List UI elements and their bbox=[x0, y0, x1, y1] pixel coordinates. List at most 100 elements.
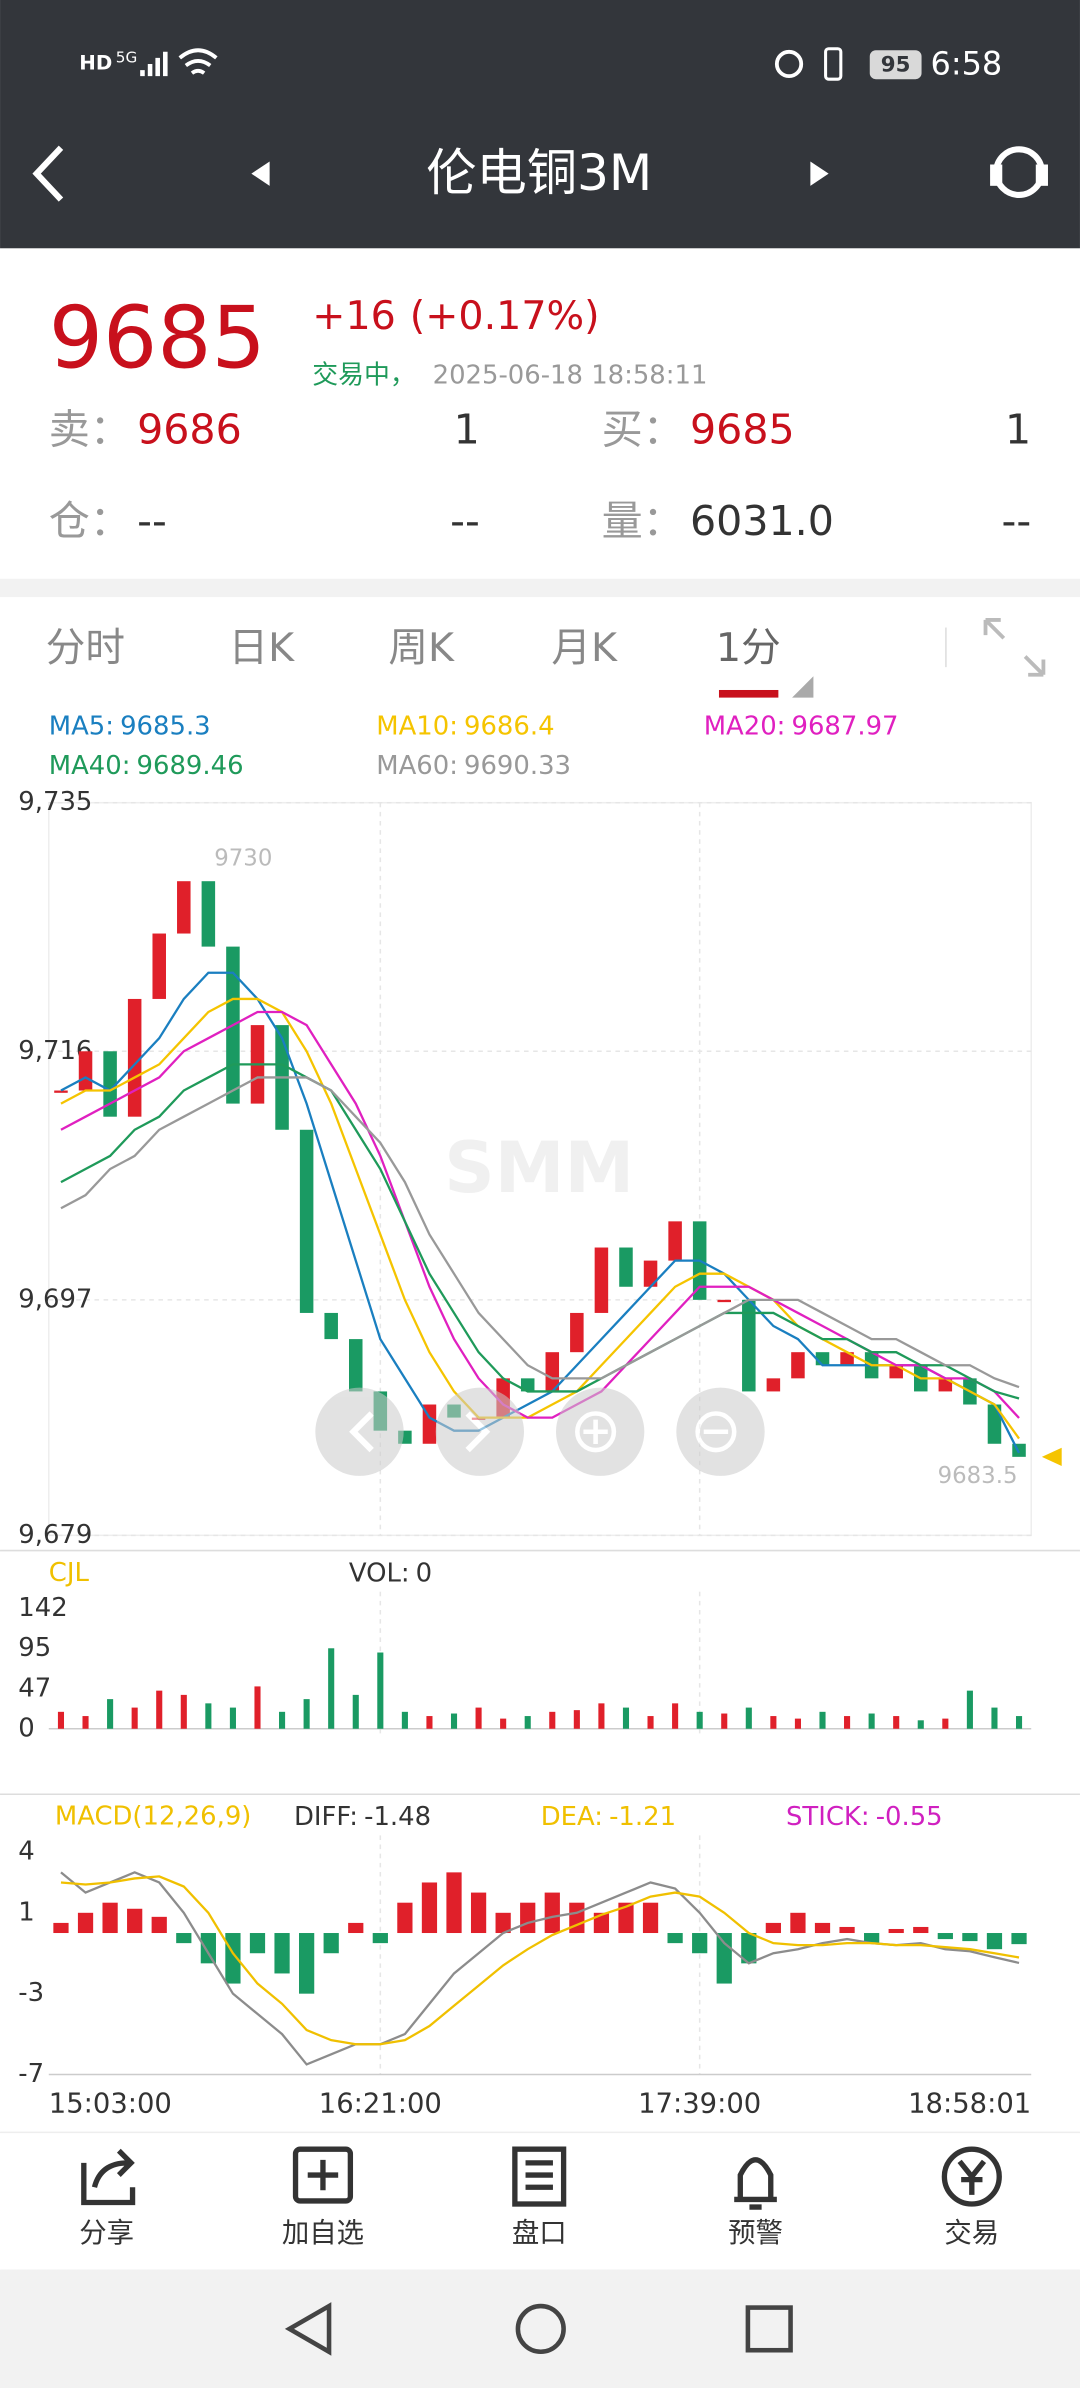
sys-back[interactable] bbox=[284, 2302, 332, 2356]
tab[interactable]: 月K bbox=[551, 625, 618, 671]
ma-name: MA60: bbox=[376, 751, 458, 781]
macd-stick bbox=[200, 1933, 216, 1964]
tab[interactable]: 日K bbox=[229, 625, 296, 671]
volume-bar bbox=[745, 1707, 752, 1729]
y-tick-label: 9,735 bbox=[18, 787, 92, 817]
volume-bar bbox=[82, 1716, 89, 1729]
macd-stick bbox=[176, 1933, 192, 1944]
wifi-icon bbox=[178, 48, 218, 75]
quote-label: 量： bbox=[602, 497, 684, 545]
lens bbox=[695, 1411, 737, 1453]
quote-value: -- bbox=[450, 497, 480, 545]
separator bbox=[0, 578, 1080, 598]
macd-stick bbox=[814, 1922, 831, 1934]
candle bbox=[299, 1129, 314, 1313]
service-button[interactable] bbox=[990, 146, 1048, 199]
y-tick-label: 4 bbox=[18, 1837, 34, 1867]
macd-name: DEA: bbox=[541, 1802, 603, 1832]
macd-stick bbox=[642, 1902, 659, 1934]
add-icon bbox=[292, 2146, 354, 2204]
scroll-left[interactable] bbox=[315, 1387, 404, 1476]
macd-stick bbox=[937, 1933, 953, 1940]
volume-bar bbox=[131, 1707, 138, 1729]
macd-stick bbox=[77, 1912, 94, 1934]
candle bbox=[594, 1247, 609, 1313]
trade-status: 交易中， bbox=[312, 361, 416, 391]
nav-label[interactable]: 盘口 bbox=[512, 2218, 567, 2249]
macd-name: STICK: bbox=[786, 1802, 870, 1832]
nav-label[interactable]: 分享 bbox=[79, 2218, 134, 2249]
ma-legend: MA5: 9685.3 bbox=[49, 711, 211, 741]
nav-label[interactable]: 交易 bbox=[944, 2218, 999, 2249]
tab[interactable]: 1分 bbox=[716, 625, 781, 671]
candle bbox=[103, 1051, 117, 1117]
macd-stick bbox=[53, 1922, 69, 1934]
volume-bar bbox=[893, 1716, 900, 1729]
volume-bar bbox=[352, 1694, 359, 1729]
plot-frame bbox=[48, 801, 1032, 1537]
next-button[interactable] bbox=[810, 161, 829, 186]
macd-stick bbox=[667, 1933, 683, 1944]
prev-button[interactable] bbox=[251, 161, 270, 186]
vol-label: VOL: bbox=[349, 1558, 410, 1588]
nav-label[interactable]: 预警 bbox=[728, 2218, 783, 2249]
candle bbox=[668, 1221, 682, 1261]
quote-value: -- bbox=[137, 497, 167, 545]
nav-label[interactable]: 加自选 bbox=[282, 2218, 364, 2249]
macd-legend: DEA: -1.21 bbox=[541, 1802, 676, 1832]
macd-stick bbox=[618, 1902, 634, 1934]
volume-bar bbox=[1015, 1716, 1023, 1729]
tab-dropdown[interactable] bbox=[792, 676, 814, 698]
back-button[interactable] bbox=[32, 145, 64, 202]
volume-bar bbox=[647, 1716, 654, 1729]
volume-bar bbox=[966, 1690, 973, 1729]
candle bbox=[152, 933, 166, 999]
volume-bar bbox=[696, 1711, 703, 1729]
macd-stick bbox=[741, 1933, 757, 1964]
tab[interactable]: 周K bbox=[388, 625, 455, 671]
volume-bar bbox=[500, 1718, 507, 1729]
tab[interactable]: 分时 bbox=[46, 625, 125, 671]
quote-value: 1 bbox=[1005, 406, 1031, 454]
macd-value: -1.21 bbox=[609, 1802, 676, 1832]
macd-stick bbox=[569, 1902, 585, 1934]
macd-stick bbox=[962, 1933, 978, 1942]
volume-bar bbox=[868, 1713, 875, 1729]
y-tick-label: -7 bbox=[18, 2059, 44, 2089]
change: +16 bbox=[312, 293, 396, 339]
candle bbox=[545, 1352, 560, 1392]
macd-stick bbox=[593, 1912, 610, 1934]
sys-recent[interactable] bbox=[745, 2305, 793, 2353]
volume-bar bbox=[549, 1711, 556, 1729]
network: 5G bbox=[116, 48, 137, 66]
volume-title: CJL bbox=[49, 1558, 90, 1588]
x-tick-label: 17:39:00 bbox=[638, 2088, 761, 2119]
volume-bar bbox=[328, 1648, 335, 1729]
macd-value: -1.48 bbox=[364, 1802, 431, 1832]
ma-legend: MA60: 9690.33 bbox=[376, 751, 571, 781]
candle bbox=[987, 1404, 1002, 1444]
ma-line bbox=[60, 997, 1020, 1440]
quote-value: 1 bbox=[454, 406, 480, 454]
yen-icon bbox=[941, 2146, 1002, 2207]
high-label: 9730 bbox=[214, 845, 272, 871]
sys-home[interactable] bbox=[515, 2303, 566, 2355]
share-icon bbox=[81, 2148, 136, 2206]
macd-name: DIFF: bbox=[294, 1802, 358, 1832]
y-tick-label: 1 bbox=[18, 1897, 34, 1927]
candle bbox=[201, 881, 216, 947]
scroll-right[interactable] bbox=[435, 1387, 525, 1476]
y-tick-label: 0 bbox=[18, 1713, 34, 1743]
y-tick-label: 9,697 bbox=[18, 1284, 92, 1314]
candle bbox=[619, 1247, 633, 1287]
headset-ear bbox=[990, 164, 1003, 186]
fullscreen-button[interactable] bbox=[983, 618, 1046, 677]
macd-stick bbox=[470, 1892, 487, 1934]
ma-value: 9687.97 bbox=[792, 711, 899, 741]
volume-legend: VOL: 0 bbox=[349, 1558, 432, 1588]
candle bbox=[742, 1299, 756, 1392]
candle bbox=[177, 881, 191, 934]
volume-bar bbox=[844, 1716, 851, 1729]
